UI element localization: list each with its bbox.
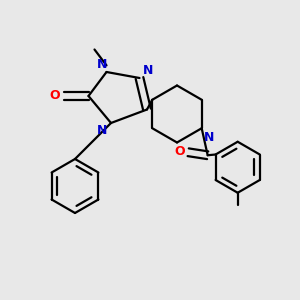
Text: O: O — [50, 89, 60, 102]
Text: N: N — [142, 64, 153, 76]
Text: N: N — [97, 58, 107, 70]
Text: N: N — [204, 131, 214, 144]
Text: N: N — [97, 124, 107, 137]
Text: O: O — [174, 145, 184, 158]
